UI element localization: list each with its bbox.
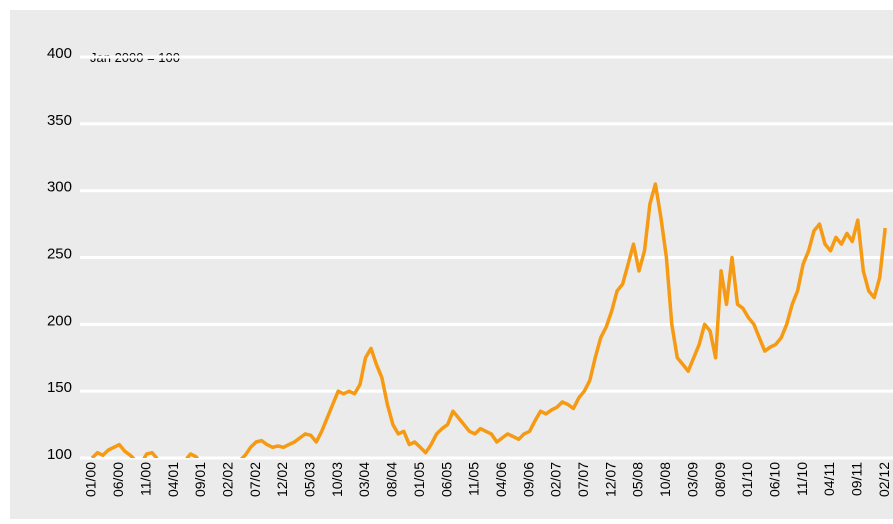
x-tick-label: 09/06 [520,462,536,497]
x-tick-label: 01/00 [83,462,99,497]
x-tick-label: 06/05 [438,462,454,497]
x-tick-label: 06/00 [110,462,126,497]
x-tick-label: 01/10 [739,462,755,497]
y-tick-label: 300 [47,179,72,196]
x-tick-label: 11/00 [137,462,153,496]
x-tick-label: 04/01 [165,462,181,497]
x-tick-label: 09/11 [849,462,865,496]
y-tick-label: 100 [47,446,72,463]
x-tick-label: 08/09 [712,462,728,497]
x-tick-label: 01/05 [411,462,427,497]
x-tick-label: 08/04 [384,462,400,497]
y-tick-label: 400 [47,45,72,62]
y-tick-label: 150 [47,379,72,396]
data-line [90,182,887,458]
x-tick-label: 10/08 [657,462,673,497]
x-tick-label: 12/07 [602,462,618,497]
y-tick-label: 200 [47,312,72,329]
x-tick-label: 04/06 [493,462,509,497]
x-tick-label: 12/02 [274,462,290,497]
x-tick-label: 06/10 [766,462,782,497]
x-tick-label: 03/04 [356,462,372,497]
x-tick-label: 05/08 [630,462,646,497]
x-tick-label: 02/07 [548,462,564,497]
x-tick-label: 07/07 [575,462,591,497]
x-tick-label: 11/05 [466,462,482,496]
x-tick-label: 11/10 [794,462,810,496]
plot-background [10,10,893,519]
x-tick-label: 02/02 [219,462,235,497]
x-tick-label: 05/03 [302,462,318,497]
x-tick-label: 04/11 [821,462,837,496]
x-tick-label: 02/12 [876,462,892,497]
x-tick-label: 03/09 [684,462,700,497]
y-tick-label: 250 [47,245,72,262]
x-tick-label: 10/03 [329,462,345,497]
x-tick-label: 09/01 [192,462,208,497]
x-tick-label: 07/02 [247,462,263,497]
y-tick-label: 350 [47,112,72,129]
